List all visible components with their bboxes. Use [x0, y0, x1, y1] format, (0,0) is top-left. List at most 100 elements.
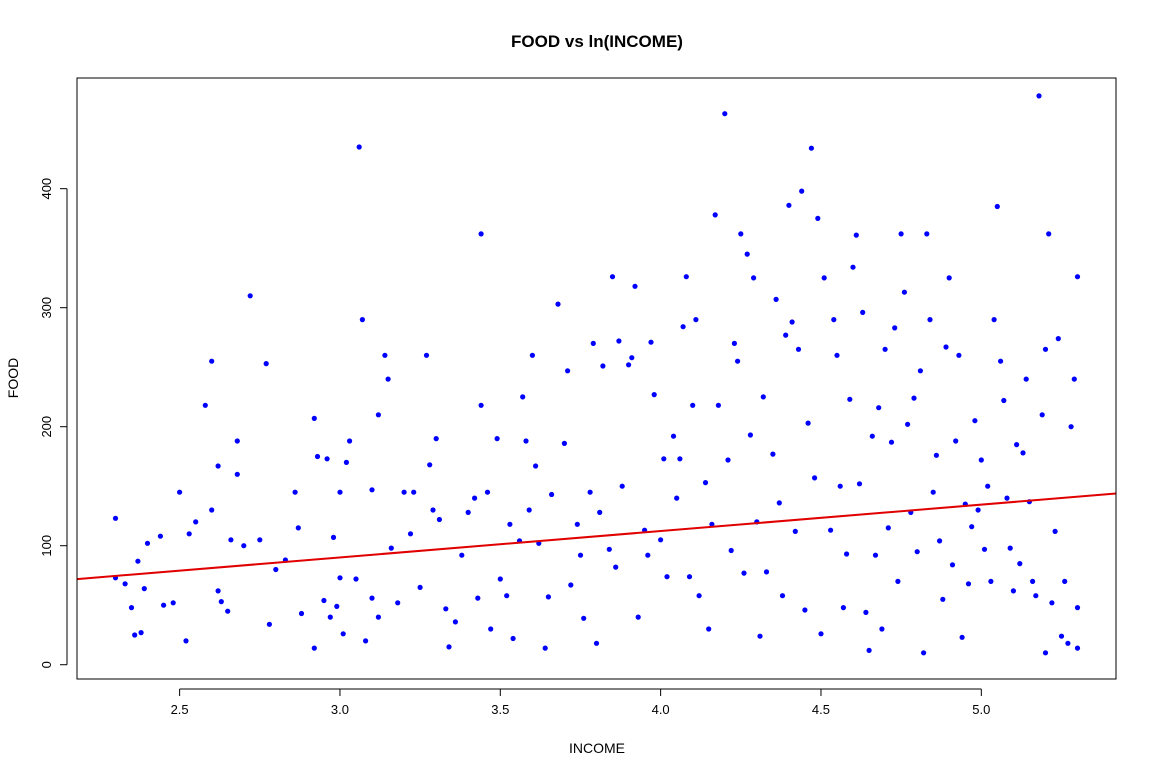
- data-point: [545, 594, 552, 600]
- data-point: [1055, 336, 1061, 342]
- data-point: [789, 319, 795, 325]
- data-point: [872, 552, 879, 558]
- data-point: [946, 275, 952, 281]
- data-point: [731, 340, 738, 346]
- x-axis-label: INCOME: [569, 740, 625, 756]
- data-point: [311, 645, 317, 651]
- data-point: [1074, 605, 1081, 611]
- data-point: [298, 610, 305, 617]
- data-point: [706, 626, 712, 632]
- data-point: [577, 552, 584, 558]
- data-point: [209, 358, 215, 364]
- data-point: [770, 451, 776, 457]
- data-point: [526, 507, 532, 513]
- data-point: [969, 524, 975, 530]
- data-point: [856, 481, 863, 487]
- data-point: [234, 471, 240, 477]
- data-point: [645, 552, 651, 558]
- data-point: [1046, 231, 1052, 237]
- data-point: [815, 215, 821, 221]
- data-point: [334, 603, 340, 610]
- data-point: [263, 361, 269, 367]
- data-point: [632, 283, 638, 289]
- data-point: [1074, 274, 1081, 280]
- x-tick-label: 3.0: [331, 702, 349, 717]
- data-point: [991, 317, 997, 323]
- data-point: [581, 615, 587, 621]
- data-point: [225, 608, 231, 614]
- data-points: [112, 93, 1081, 656]
- data-point: [561, 440, 568, 446]
- data-point: [529, 352, 536, 358]
- data-point: [606, 546, 612, 552]
- x-tick-label: 3.5: [491, 702, 509, 717]
- data-point: [321, 597, 327, 604]
- data-point: [324, 456, 330, 462]
- data-point: [715, 402, 722, 408]
- data-point: [327, 614, 333, 620]
- data-point: [981, 546, 988, 552]
- data-point: [478, 231, 484, 237]
- data-point: [132, 632, 138, 638]
- y-tick-label: 100: [39, 535, 54, 557]
- data-point: [138, 630, 144, 636]
- data-point: [965, 581, 972, 587]
- data-point: [648, 339, 654, 345]
- data-point: [395, 600, 401, 606]
- data-point: [186, 531, 192, 537]
- data-point: [436, 516, 442, 523]
- data-point: [985, 483, 991, 489]
- x-tick-label: 2.5: [171, 702, 189, 717]
- data-point: [725, 457, 731, 463]
- data-point: [510, 635, 516, 642]
- data-point: [658, 537, 664, 543]
- data-point: [234, 438, 240, 444]
- data-point: [1017, 561, 1023, 567]
- data-point: [257, 537, 263, 543]
- data-point: [1058, 633, 1065, 639]
- data-point: [927, 317, 933, 323]
- data-point: [533, 463, 539, 469]
- data-point: [443, 606, 449, 612]
- data-point: [1039, 412, 1045, 418]
- data-point: [494, 436, 500, 442]
- data-point: [1068, 424, 1074, 430]
- data-point: [994, 203, 1000, 210]
- data-point: [898, 231, 904, 237]
- data-point: [423, 352, 430, 358]
- data-point: [949, 562, 956, 568]
- data-point: [850, 264, 856, 270]
- y-tick-label: 300: [39, 297, 54, 319]
- data-point: [786, 202, 792, 208]
- data-point: [337, 489, 343, 495]
- data-point: [507, 521, 513, 527]
- data-point: [478, 402, 484, 408]
- data-point: [664, 574, 670, 580]
- data-point: [593, 640, 600, 646]
- data-point: [978, 457, 984, 463]
- data-point: [382, 352, 388, 358]
- data-point: [693, 317, 699, 323]
- data-point: [202, 402, 208, 408]
- data-point: [629, 355, 635, 361]
- data-point: [773, 296, 779, 302]
- data-point: [808, 145, 815, 151]
- data-point: [626, 362, 632, 368]
- data-point: [144, 540, 151, 546]
- data-point: [1020, 450, 1026, 456]
- data-point: [1010, 588, 1017, 594]
- data-point: [369, 487, 375, 493]
- plot-frame: [76, 77, 1117, 680]
- data-point: [590, 340, 596, 346]
- data-point: [844, 551, 850, 557]
- data-point: [998, 358, 1004, 364]
- data-point: [680, 324, 686, 330]
- data-point: [792, 528, 798, 535]
- data-point: [1071, 376, 1077, 382]
- data-point: [709, 521, 715, 527]
- data-point: [161, 602, 167, 608]
- data-point: [430, 507, 436, 513]
- data-point: [930, 489, 936, 495]
- data-point: [818, 631, 824, 637]
- data-point: [879, 626, 885, 632]
